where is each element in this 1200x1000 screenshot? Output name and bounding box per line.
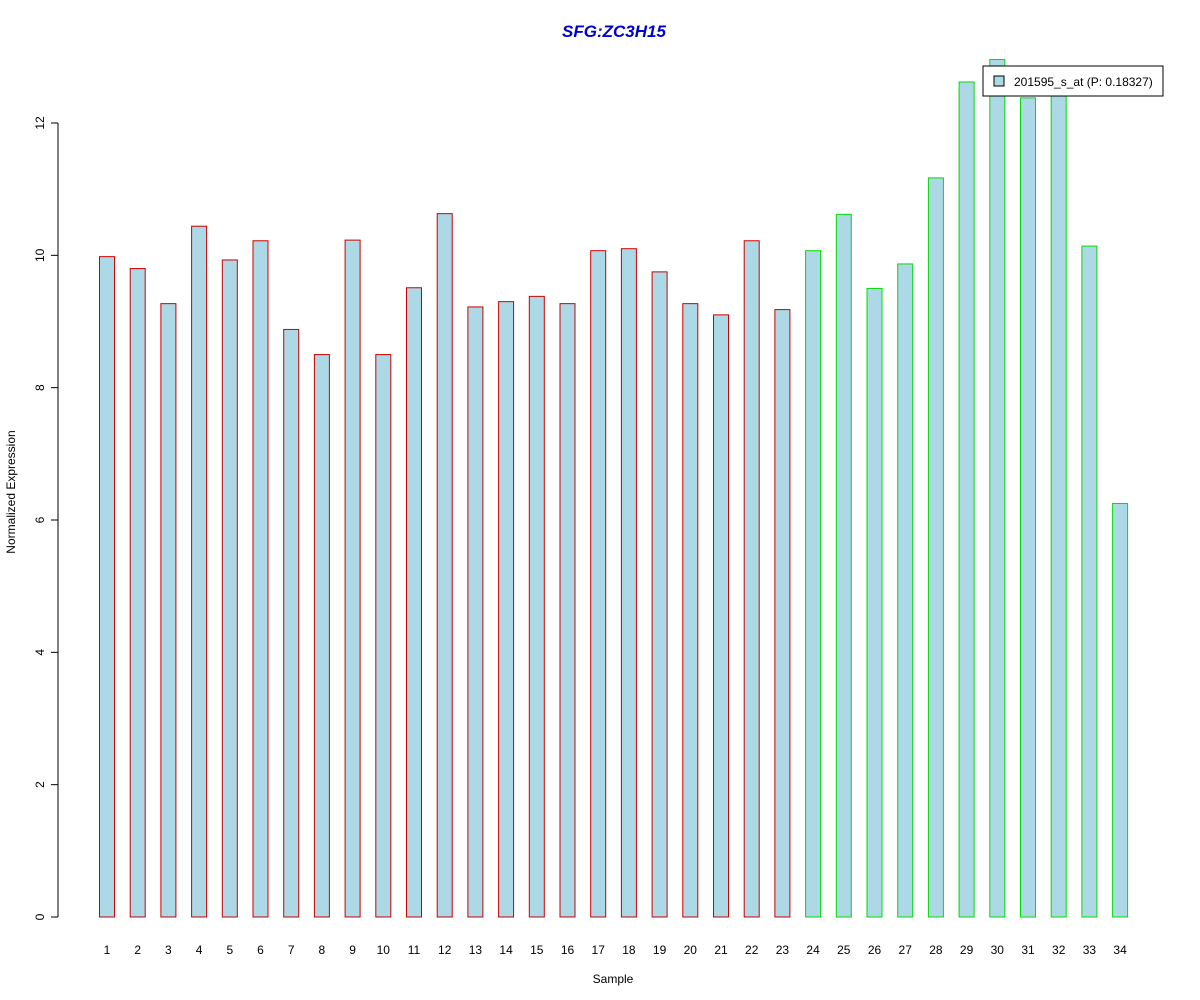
x-tick-label: 30: [991, 943, 1005, 957]
x-tick-label: 14: [499, 943, 513, 957]
bar-sample-30: [989, 58, 1006, 918]
bar-sample-20: [682, 303, 699, 918]
x-tick-label: 19: [653, 943, 667, 957]
bar-sample-13: [467, 306, 484, 918]
bar-sample-7: [283, 328, 300, 918]
x-tick-label: 28: [929, 943, 943, 957]
legend-box: [982, 65, 1164, 97]
bar-sample-34: [1112, 502, 1129, 918]
x-tick-label: 31: [1021, 943, 1035, 957]
y-tick-label: 10: [33, 248, 47, 262]
y-tick-label: 4: [33, 649, 47, 656]
x-tick-label: 18: [622, 943, 636, 957]
bar-sample-2: [129, 268, 146, 918]
y-axis: 0 2 4 6 8 10 12: [33, 116, 59, 920]
legend-label: 201595_s_at (P: 0.18327): [1014, 75, 1153, 89]
y-tick-label: 12: [33, 116, 47, 130]
x-tick-label: 11: [408, 943, 421, 957]
bar-sample-27: [897, 263, 914, 918]
bar-sample-25: [835, 213, 852, 918]
bar-sample-18: [620, 248, 637, 918]
x-tick-label: 16: [561, 943, 575, 957]
x-tick-label: 12: [438, 943, 452, 957]
x-tick-label: 8: [319, 943, 326, 957]
bar-sample-26: [866, 287, 883, 918]
bars: [99, 58, 1129, 918]
legend: 201595_s_at (P: 0.18327): [982, 65, 1164, 97]
x-tick-label: 7: [288, 943, 295, 957]
bar-sample-6: [252, 240, 269, 918]
x-tick-label: 21: [714, 943, 728, 957]
bar-sample-12: [436, 213, 453, 918]
x-tick-label: 15: [530, 943, 544, 957]
x-tick-label: 1: [104, 943, 111, 957]
x-tick-label: 34: [1113, 943, 1127, 957]
x-axis-label: Sample: [593, 972, 634, 986]
bar-sample-31: [1020, 97, 1036, 918]
bar-sample-4: [191, 225, 208, 918]
x-tick-label: 25: [837, 943, 851, 957]
bar-sample-3: [160, 303, 177, 918]
x-tick-label: 20: [684, 943, 698, 957]
x-tick-labels: 1 2 3 4 5 6 7 8 9 10 11 12 13 14 15 16 17 18 19 20 21 22 23 24 2…: [104, 943, 1127, 957]
x-tick-label: 17: [592, 943, 606, 957]
bar-sample-11: [406, 287, 422, 918]
x-tick-label: 32: [1052, 943, 1066, 957]
bar-sample-1: [99, 256, 115, 918]
bar-sample-21: [713, 314, 729, 918]
bar-sample-14: [498, 301, 515, 918]
bar-sample-15: [528, 295, 545, 918]
bar-sample-33: [1081, 245, 1098, 918]
y-tick-label: 6: [33, 516, 47, 523]
x-tick-label: 6: [257, 943, 264, 957]
y-axis-label: Normalized Expression: [4, 430, 18, 553]
y-tick-label: 0: [33, 913, 47, 920]
bar-sample-28: [927, 177, 944, 918]
x-tick-label: 27: [899, 943, 913, 957]
chart-title: SFG:ZC3H15: [562, 22, 666, 41]
bar-sample-10: [375, 354, 392, 918]
legend-swatch: [993, 75, 1005, 87]
bar-sample-9: [344, 239, 361, 918]
bar-sample-19: [651, 271, 668, 918]
x-tick-label: 10: [377, 943, 391, 957]
x-tick-label: 22: [745, 943, 759, 957]
bar-sample-32: [1050, 89, 1067, 918]
x-tick-label: 29: [960, 943, 974, 957]
y-tick-label: 2: [33, 781, 47, 788]
x-tick-label: 3: [165, 943, 172, 957]
bar-sample-5: [221, 259, 238, 918]
bar-sample-24: [805, 250, 822, 918]
x-tick-label: 26: [868, 943, 882, 957]
bar-sample-16: [559, 303, 576, 918]
y-tick-label: 8: [33, 384, 47, 391]
x-tick-label: 5: [226, 943, 233, 957]
x-tick-label: 13: [469, 943, 483, 957]
x-tick-label: 9: [349, 943, 356, 957]
bar-sample-23: [774, 309, 791, 918]
x-tick-label: 4: [196, 943, 203, 957]
bar-sample-8: [313, 354, 330, 918]
x-tick-label: 2: [134, 943, 141, 957]
x-tick-label: 24: [806, 943, 820, 957]
bar-sample-22: [743, 240, 760, 918]
bar-sample-17: [590, 250, 607, 918]
x-tick-label: 23: [776, 943, 790, 957]
bar-sample-29: [958, 81, 975, 918]
x-tick-label: 33: [1083, 943, 1097, 957]
